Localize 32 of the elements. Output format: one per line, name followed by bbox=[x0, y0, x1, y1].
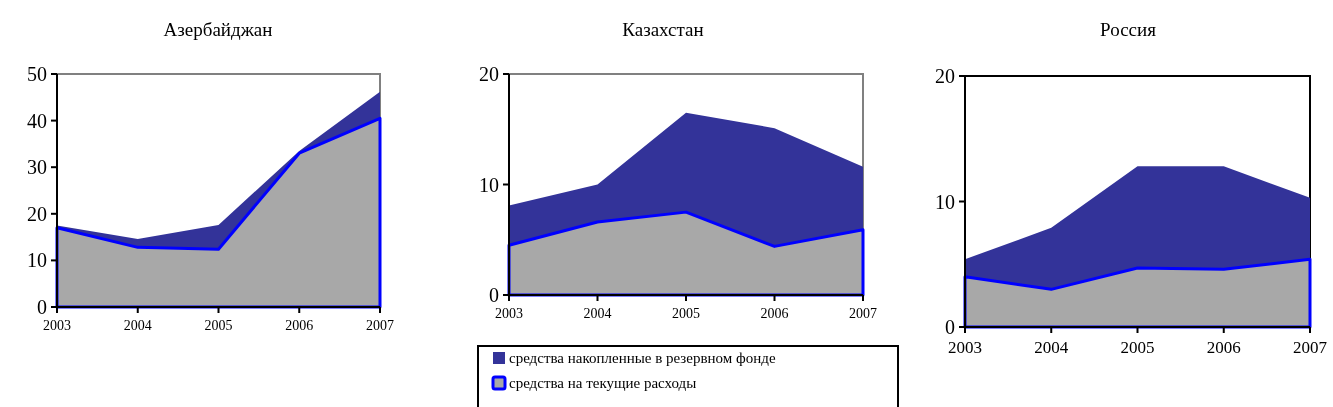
x-tick-label: 2006 bbox=[1206, 337, 1241, 357]
y-tick-label: 10 bbox=[27, 249, 47, 272]
x-tick-label: 2006 bbox=[760, 306, 789, 322]
legend-label: средства на текущие расходы bbox=[509, 375, 697, 392]
x-tick-label: 2003 bbox=[495, 306, 523, 322]
y-tick-label: 0 bbox=[37, 296, 47, 318]
y-tick-label: 10 bbox=[479, 173, 499, 196]
x-tick-label: 2005 bbox=[1120, 337, 1155, 357]
x-tick-label: 2003 bbox=[948, 337, 982, 357]
chart-title: Казахстан bbox=[622, 19, 704, 40]
x-tick-label: 2003 bbox=[43, 318, 71, 334]
x-tick-label: 2007 bbox=[1293, 337, 1328, 357]
x-tick-label: 2007 bbox=[366, 318, 394, 334]
x-tick-label: 2004 bbox=[583, 306, 612, 322]
x-tick-label: 2007 bbox=[849, 306, 877, 322]
x-tick-label: 2004 bbox=[1034, 337, 1069, 357]
y-tick-label: 0 bbox=[945, 316, 955, 338]
y-tick-label: 20 bbox=[935, 65, 955, 87]
chart-title: Азербайджан bbox=[163, 19, 273, 40]
y-tick-label: 20 bbox=[479, 63, 499, 85]
y-tick-label: 10 bbox=[935, 190, 955, 213]
y-tick-label: 30 bbox=[27, 156, 47, 179]
chart-title: Россия bbox=[1100, 19, 1157, 40]
x-tick-label: 2006 bbox=[285, 318, 314, 334]
y-tick-label: 20 bbox=[27, 202, 47, 225]
y-tick-label: 40 bbox=[27, 109, 47, 132]
y-tick-label: 0 bbox=[489, 284, 499, 306]
x-tick-label: 2004 bbox=[123, 318, 152, 334]
x-tick-label: 2005 bbox=[204, 318, 233, 334]
y-tick-label: 50 bbox=[27, 63, 47, 85]
x-tick-label: 2005 bbox=[672, 306, 700, 322]
legend-label: средства накопленные в резервном фонде bbox=[509, 350, 776, 367]
